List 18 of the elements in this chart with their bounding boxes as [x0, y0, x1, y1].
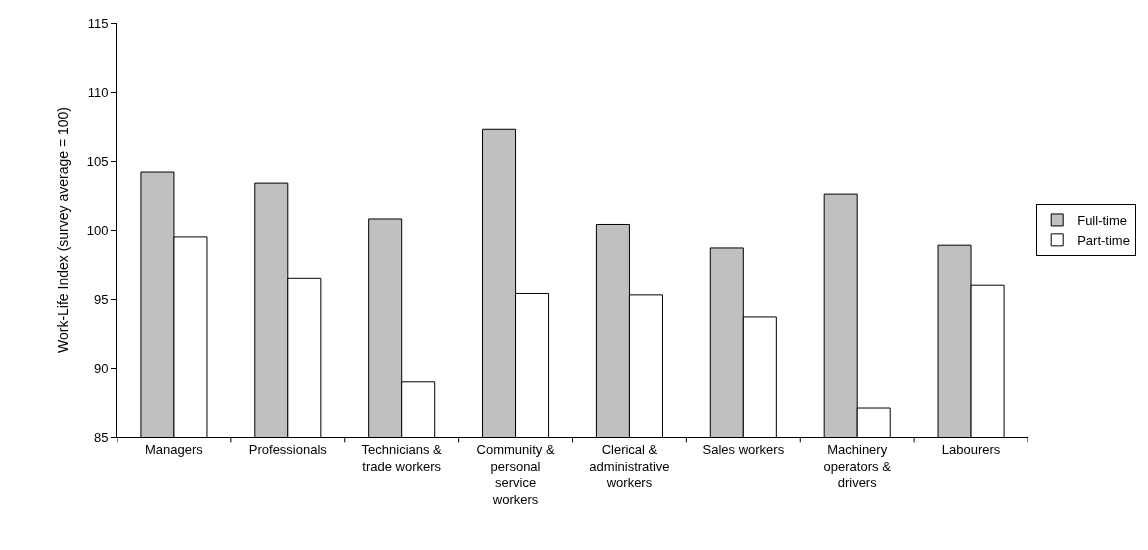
x-tick-label: Technicians & trade workers — [361, 441, 443, 474]
x-tick-label: Clerical & administrative workers — [589, 441, 670, 491]
x-tick-label: Managers — [145, 441, 204, 457]
x-tick-label: Professionals — [248, 441, 328, 457]
y-tick-label: 100 — [86, 222, 109, 238]
y-tick-label: 90 — [93, 360, 109, 376]
legend-label: Full-time — [1077, 213, 1128, 229]
x-tick-label: Sales workers — [702, 441, 785, 457]
x-tick-label: Machinery operators & drivers — [823, 441, 892, 491]
y-tick-label: 115 — [87, 15, 109, 31]
x-tick-label: Community & personal service workers — [476, 441, 555, 508]
y-tick-label: 110 — [87, 84, 109, 100]
legend-label: Part-time — [1077, 232, 1130, 248]
y-axis-title: Work-Life Index (survey average = 100) — [55, 106, 72, 354]
x-tick-label: Labourers — [941, 441, 1001, 457]
y-tick-label: 105 — [86, 153, 109, 169]
y-tick-label: 85 — [93, 429, 109, 445]
y-tick-label: 95 — [93, 291, 109, 307]
